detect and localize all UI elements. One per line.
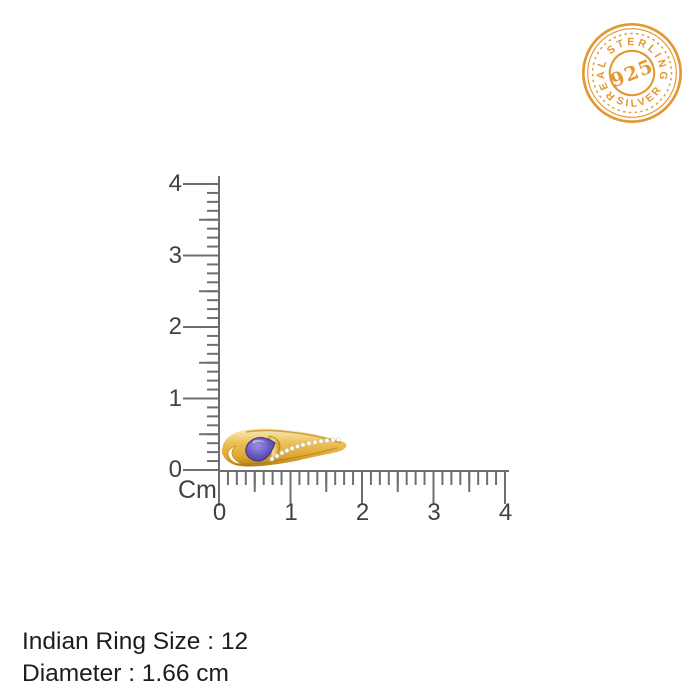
vertical-ruler-axis <box>218 176 220 506</box>
vertical-ruler-label-2: 2 <box>168 313 182 340</box>
ring-details: Indian Ring Size : 12 Diameter : 1.66 cm <box>22 626 248 690</box>
accent-diamond <box>300 442 306 448</box>
vertical-ruler-label-3: 3 <box>168 241 182 269</box>
horizontal-ruler-ticks <box>218 472 508 505</box>
accent-diamond <box>312 439 318 445</box>
accent-diamond <box>306 441 312 446</box>
horizontal-ruler-label-3: 3 <box>427 499 441 526</box>
accent-diamond <box>295 444 300 449</box>
badge-inner-circle <box>608 49 656 97</box>
accent-diamond <box>269 456 275 462</box>
swirl-gap <box>227 445 243 465</box>
horizontal-ruler-label-1: 1 <box>284 499 298 526</box>
band-lower-shading <box>234 447 338 465</box>
accent-diamond <box>324 438 330 443</box>
accent-diamond <box>279 450 285 456</box>
horizontal-ruler-label-0: 0 <box>212 499 227 526</box>
horizontal-ruler-label-2: 2 <box>355 499 370 526</box>
accent-diamond <box>336 437 341 442</box>
accent-diamond <box>274 453 280 459</box>
cm-unit-label: Cm <box>178 476 217 504</box>
accent-diamond <box>318 438 324 444</box>
badge-dashed-circle <box>591 32 673 114</box>
diameter-text: Diameter : 1.66 cm <box>22 660 229 687</box>
vertical-ruler-label-1: 1 <box>168 384 182 412</box>
horizontal-ruler-axis <box>218 470 509 472</box>
ring-size-text: Indian Ring Size : 12 <box>22 628 249 655</box>
accent-diamond <box>284 448 290 453</box>
vertical-ruler-label-4: 4 <box>168 170 182 197</box>
ring-illustration <box>221 428 347 467</box>
gold-band <box>221 428 347 467</box>
accent-diamonds <box>269 437 341 462</box>
gem-stone <box>245 437 276 462</box>
vertical-ruler-label-0: 0 <box>168 456 182 483</box>
badge-second-circle <box>587 28 677 118</box>
sterling-silver-badge: REAL STERLING SILVER 925 <box>581 22 683 124</box>
accent-diamond <box>289 446 295 451</box>
accent-diamond <box>330 437 336 443</box>
horizontal-ruler-label-4: 4 <box>498 499 513 526</box>
vertical-ruler-ticks <box>183 183 218 472</box>
badge-outer-circle <box>581 22 683 124</box>
